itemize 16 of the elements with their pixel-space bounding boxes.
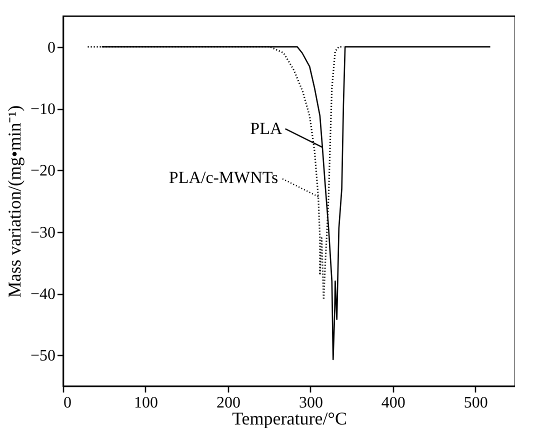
legend-label: PLA [250, 118, 283, 138]
legend-label: PLA/c-MWNTs [168, 168, 278, 188]
y-tick-label: −40 [30, 286, 56, 303]
y-tick-label: −20 [30, 162, 56, 180]
x-tick-label: 0 [64, 394, 72, 412]
y-axis-title: Mass variation/(mg•min⁻¹) [4, 105, 24, 298]
x-axis-title: Temperature/°C [232, 408, 347, 428]
x-tick-label: 100 [134, 394, 158, 412]
y-tick-label: 0 [48, 39, 56, 56]
x-tick-label: 300 [298, 394, 323, 412]
y-tick-label: −10 [30, 101, 56, 118]
x-tick-label: 200 [216, 394, 240, 412]
x-tick-label: 500 [464, 394, 488, 412]
x-tick-label: 400 [381, 394, 406, 412]
y-tick-label: −50 [30, 348, 56, 365]
y-tick-label: −30 [30, 224, 56, 242]
